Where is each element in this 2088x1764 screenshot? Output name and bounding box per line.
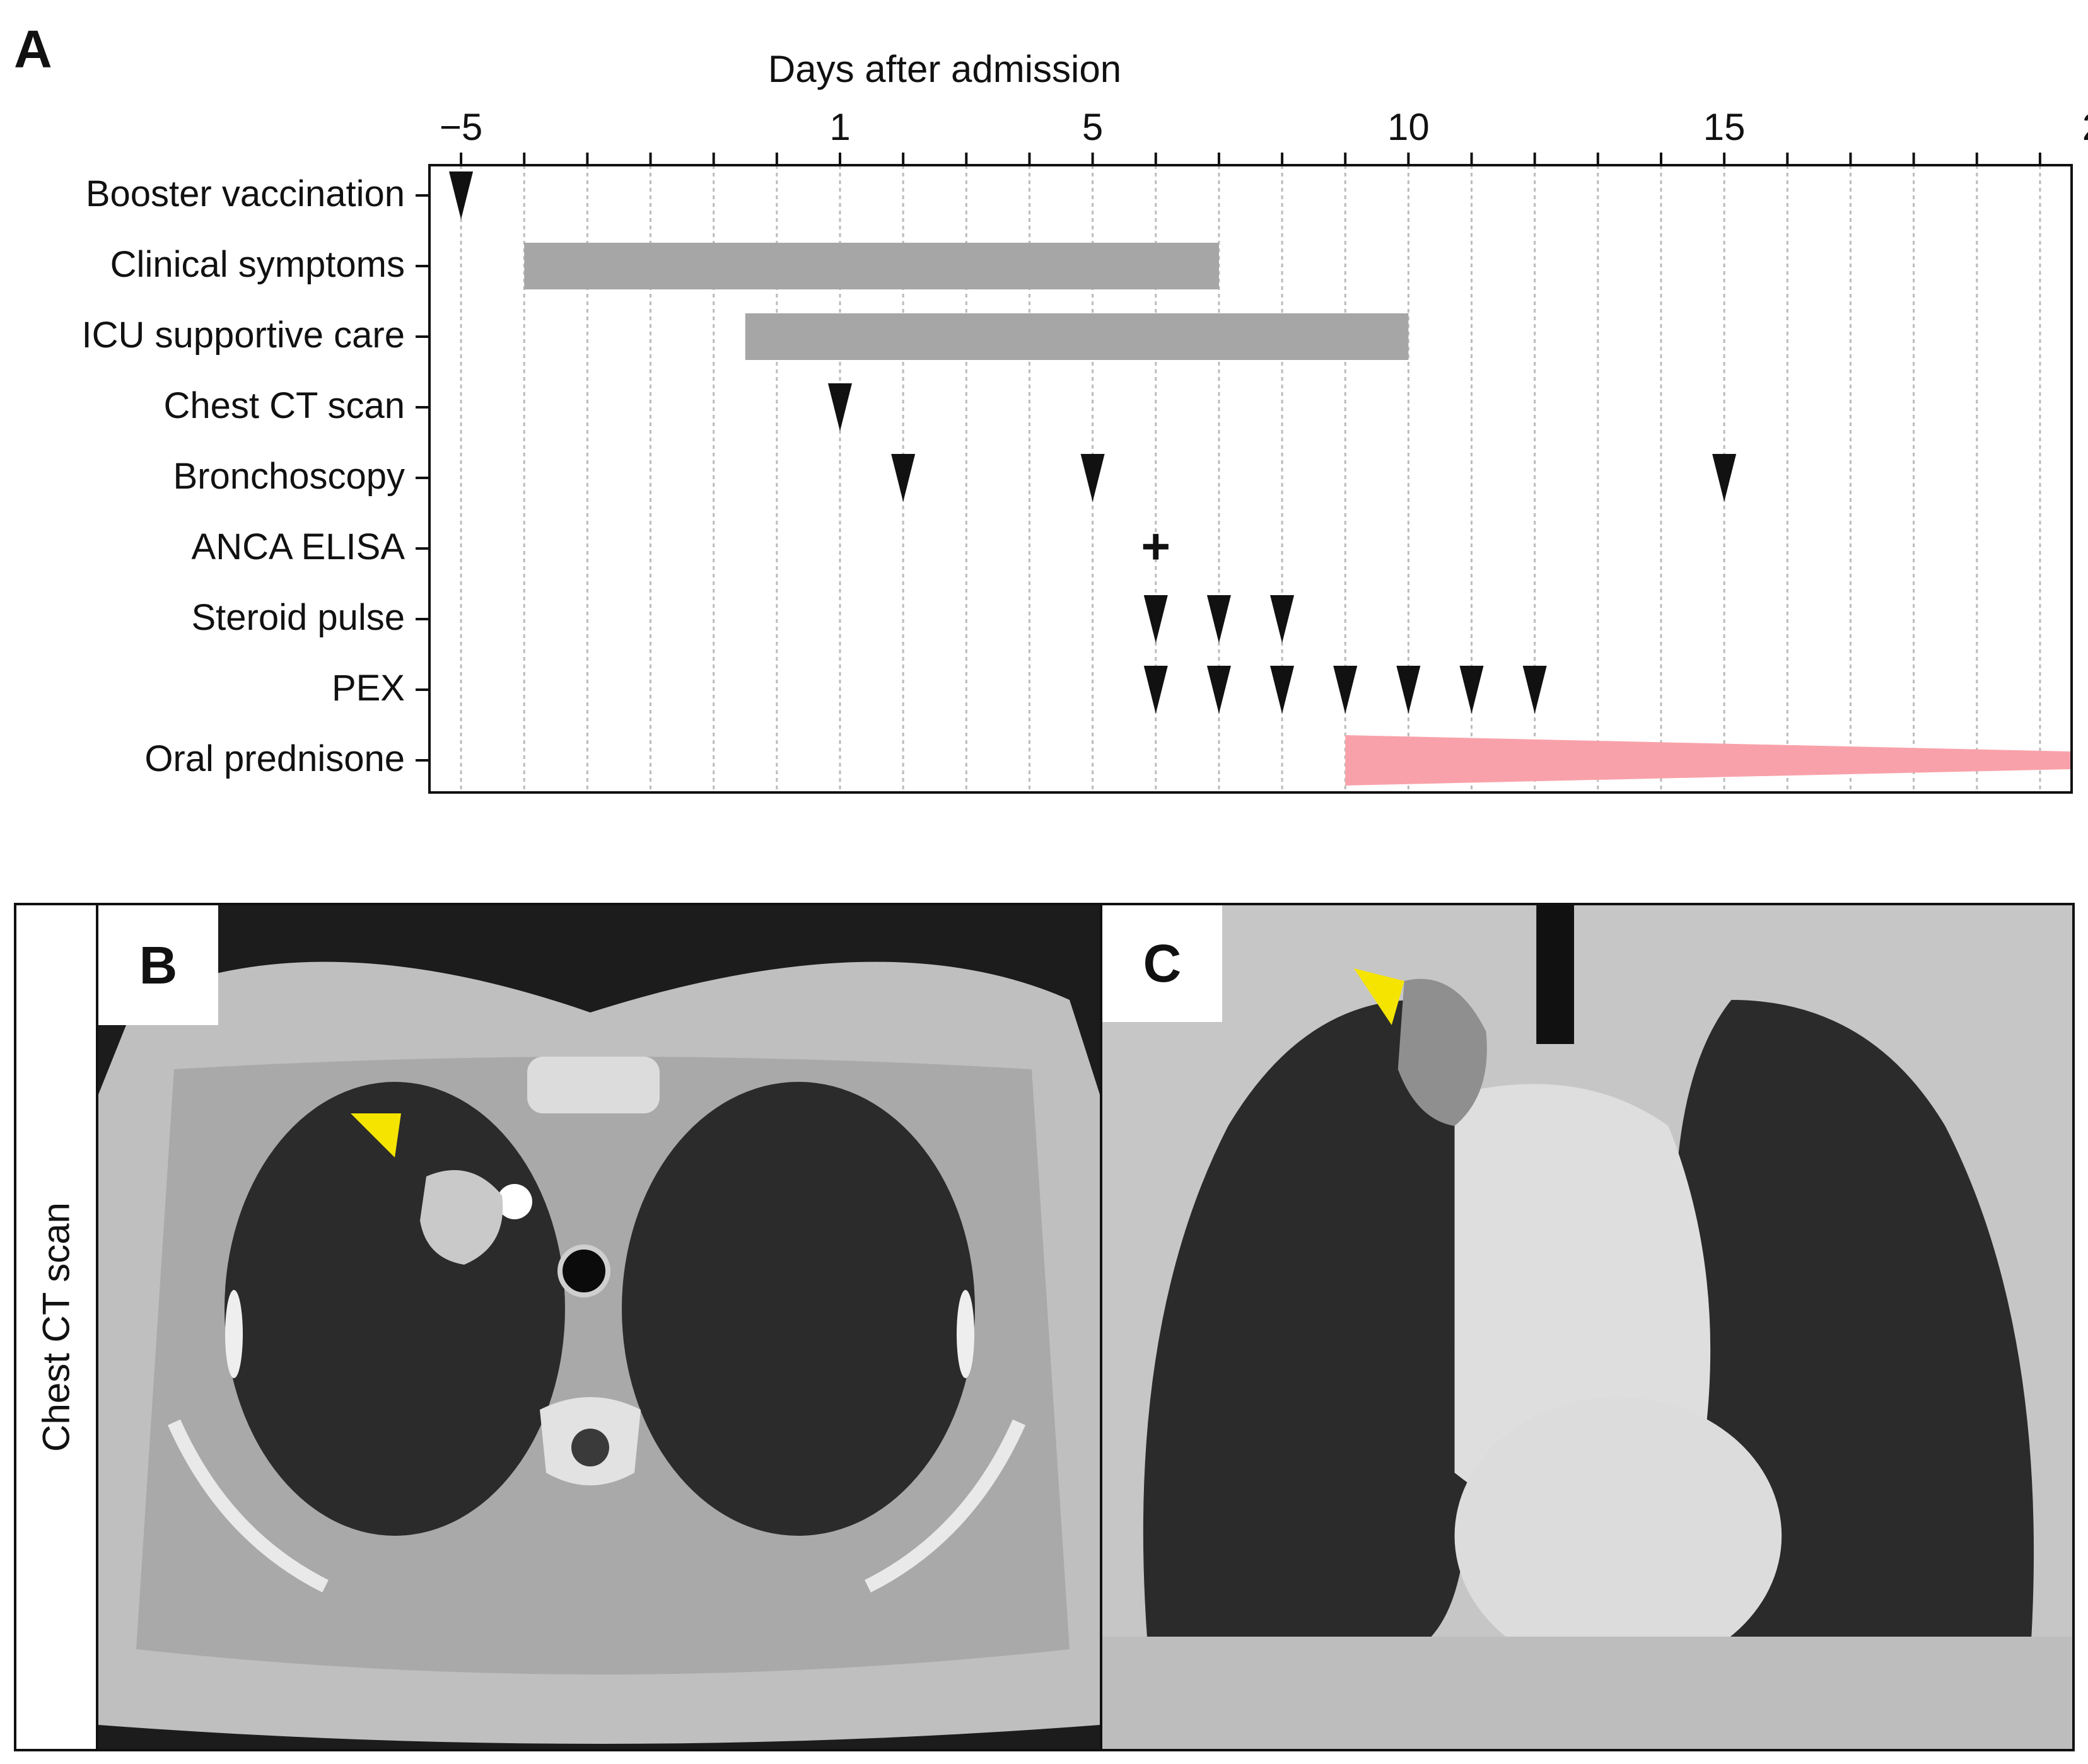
pex-marker xyxy=(1206,666,1231,714)
panel-a-letter: A xyxy=(14,20,52,79)
axial-ct-image xyxy=(98,905,1100,1749)
ct-panel-coronal: C xyxy=(1100,905,2072,1749)
icu-supportive-care-bar xyxy=(745,313,1409,360)
bronchoscopy-marker xyxy=(1080,454,1105,502)
row-label: Steroid pulse xyxy=(191,597,405,638)
pex-marker xyxy=(1143,666,1168,714)
row-label: Chest CT scan xyxy=(163,385,405,426)
ct-image-frame: Chest CT scan B xyxy=(14,903,2075,1751)
steroid-pulse-marker xyxy=(1143,595,1168,643)
row-label: ICU supportive care xyxy=(81,315,405,356)
x-tick-label: 15 xyxy=(1703,106,1746,148)
ct-side-label-cell: Chest CT scan xyxy=(16,905,98,1749)
ct-panel-axial: B xyxy=(98,905,1100,1749)
panel-b-letter: B xyxy=(139,936,178,995)
x-tick-label: 5 xyxy=(1082,106,1103,148)
steroid-pulse-marker xyxy=(1206,595,1231,643)
panel-c-letter: C xyxy=(1143,934,1182,993)
panel-c-label-box: C xyxy=(1102,905,1222,1022)
coronal-ct-image xyxy=(1102,905,2072,1749)
oral-prednisone-taper xyxy=(1345,735,2072,786)
steroid-pulse-marker xyxy=(1270,595,1295,643)
lesion-arrow xyxy=(1353,968,1404,1025)
row-label: Oral prednisone xyxy=(144,738,405,779)
row-label: Clinical symptoms xyxy=(110,244,405,285)
x-tick-label: 10 xyxy=(1387,106,1430,148)
pex-marker xyxy=(1333,666,1358,714)
pex-marker xyxy=(1459,666,1484,714)
clinical-symptoms-bar xyxy=(524,243,1219,289)
row-label: PEX xyxy=(331,668,405,709)
lesion-arrow xyxy=(351,1113,401,1158)
pex-marker xyxy=(1522,666,1547,714)
x-tick-label: −5 xyxy=(440,106,482,148)
timeline-chart: Days after admission + −515101521 xyxy=(416,48,2088,794)
x-tick-label: 1 xyxy=(829,106,850,148)
row-label: Booster vaccination xyxy=(85,173,405,214)
panel-b-label-box: B xyxy=(98,905,218,1025)
pex-marker xyxy=(1270,666,1295,714)
bronchoscopy-marker xyxy=(1712,454,1737,502)
booster-vaccination-marker xyxy=(449,171,474,219)
axis-ticks: −515101521 xyxy=(416,106,2088,762)
chest-ct-scan-marker xyxy=(828,383,852,431)
event-markers: + xyxy=(449,171,1737,714)
x-tick-label: 21 xyxy=(2082,106,2088,148)
bronchoscopy-marker xyxy=(891,454,916,502)
pex-marker xyxy=(1396,666,1421,714)
row-label: ANCA ELISA xyxy=(191,526,405,567)
anca-elisa-positive-marker: + xyxy=(1141,518,1170,574)
ct-side-label: Chest CT scan xyxy=(35,1202,78,1452)
axis-title: Days after admission xyxy=(768,48,1121,90)
row-label: Bronchoscopy xyxy=(173,456,405,497)
bars xyxy=(524,243,2072,786)
